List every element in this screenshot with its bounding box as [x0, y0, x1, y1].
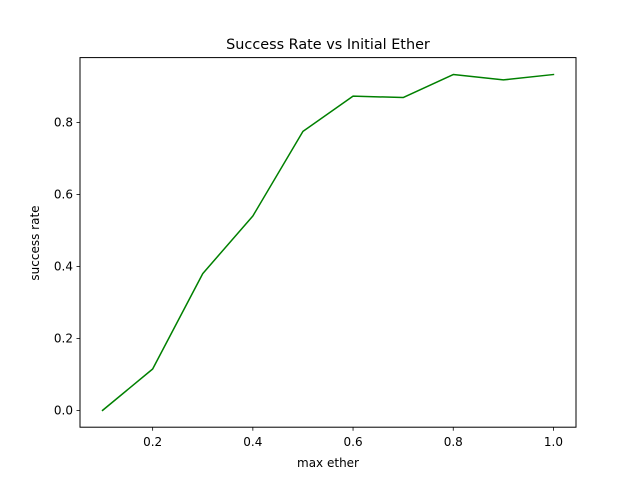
series-line [101, 73, 555, 412]
x-axis: 0.2 0.4 0.6 0.8 1.0 [143, 427, 563, 449]
y-tick-label: 0.8 [54, 116, 73, 130]
plot-area [101, 73, 555, 412]
x-tick-label: 0.6 [344, 435, 363, 449]
y-tick-label: 0.0 [54, 404, 73, 418]
y-tick-label: 0.4 [54, 260, 73, 274]
x-tick-label: 0.4 [243, 435, 262, 449]
chart-title: Success Rate vs Initial Ether [226, 37, 430, 53]
x-tick-label: 0.8 [444, 435, 463, 449]
x-tick-label: 0.2 [143, 435, 162, 449]
y-tick-label: 0.2 [54, 332, 73, 346]
y-axis-label: success rate [28, 205, 42, 280]
plot-frame [79, 57, 577, 428]
y-tick-label: 0.6 [54, 188, 73, 202]
y-axis: 0.0 0.2 0.4 0.6 0.8 [54, 116, 80, 418]
x-axis-label: max ether [297, 456, 359, 470]
x-tick-label: 1.0 [544, 435, 563, 449]
